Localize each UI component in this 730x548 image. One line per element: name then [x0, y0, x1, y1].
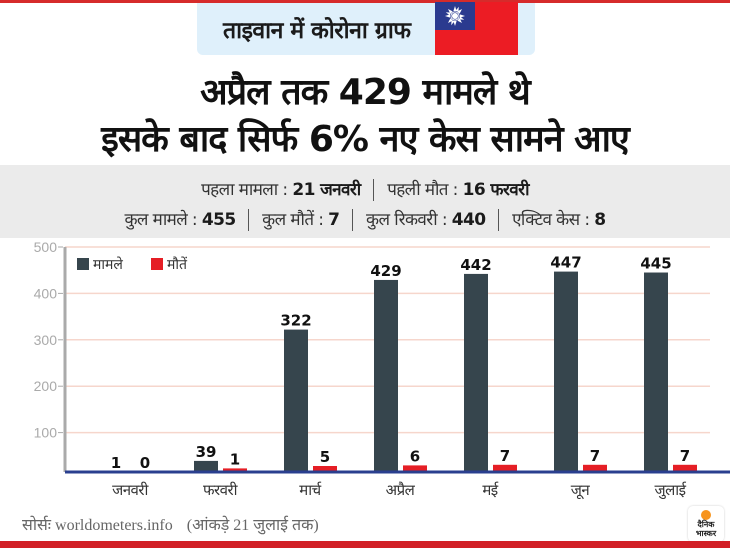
bar-deaths	[493, 464, 517, 472]
bars	[194, 271, 697, 472]
data-label-deaths: 6	[410, 447, 420, 465]
legend-swatch-deaths	[151, 258, 163, 270]
data-label-deaths: 0	[140, 454, 150, 472]
bar-deaths	[403, 465, 427, 472]
total-recovered-value: 440	[451, 210, 486, 230]
headline-line-2: इसके बाद सिर्फ 6% नए केस सामने आए	[101, 119, 630, 160]
x-tick-label: जनवरी	[112, 481, 149, 499]
data-label-cases: 447	[550, 254, 581, 272]
y-tick-label: 100	[34, 425, 58, 441]
bar-cases	[554, 271, 578, 472]
data-label-cases: 39	[196, 443, 217, 461]
total-cases-value: 455	[201, 210, 236, 230]
bar-cases	[374, 279, 398, 472]
logo-line-1: दैनिक	[697, 520, 715, 529]
y-tick-label: 300	[34, 332, 58, 348]
separator	[352, 209, 354, 231]
x-tick-label: जुलाई	[654, 481, 687, 500]
top-rule	[0, 0, 730, 3]
bar-cases	[194, 460, 218, 472]
legend-label-deaths: मौतें	[167, 256, 188, 273]
active-label: एक्टिव केस :	[512, 210, 590, 230]
data-label-cases: 429	[370, 262, 401, 280]
first-death-label: पहली मौत :	[387, 180, 458, 200]
x-tick-label: मई	[482, 481, 499, 499]
data-label-cases: 1	[111, 454, 121, 472]
footer: सोर्सः worldometers.info (आंकड़े 21 जुला…	[22, 513, 319, 535]
header-box: ताइवान में कोरोना ग्राफ	[197, 2, 535, 55]
logo-dot	[701, 510, 711, 520]
stats-band: पहला मामला : 21 जनवरी पहली मौत : 16 फरवर…	[0, 165, 730, 238]
logo-text: दैनिक भास्कर	[688, 520, 724, 538]
y-tick-label: 400	[34, 285, 58, 301]
bar-deaths	[583, 464, 607, 472]
x-tick-label: मार्च	[299, 481, 322, 499]
stats-row-first: पहला मामला : 21 जनवरी पहली मौत : 16 फरवर…	[0, 177, 730, 201]
bar-chart: 100 200 300 400 500 1 0 39 1 322 5 429 6 442 7 447 7 445…	[34, 239, 730, 500]
data-label-cases: 445	[640, 255, 671, 273]
sun-icon	[445, 6, 465, 26]
legend: मामले मौतें	[77, 256, 188, 273]
bar-deaths	[313, 466, 337, 472]
separator	[373, 179, 375, 201]
total-deaths-label: कुल मौतें :	[262, 210, 324, 230]
bar-deaths	[673, 464, 697, 472]
flag-canton	[435, 2, 475, 30]
first-case-label: पहला मामला :	[201, 180, 288, 200]
first-death-value: 16 फरवरी	[462, 180, 530, 200]
y-tick-label: 500	[34, 239, 58, 255]
source-text: सोर्सः worldometers.info	[22, 517, 173, 534]
bar-deaths	[223, 468, 247, 472]
y-axis-ticks: 100 200 300 400 500	[34, 239, 63, 441]
logo-line-2: भास्कर	[695, 529, 717, 538]
separator	[498, 209, 500, 231]
headline-line-1: अप्रैल तक 429 मामले थे	[200, 72, 531, 113]
x-axis-labels: जनवरी फरवरी मार्च अप्रैल मई जून जुलाई	[112, 481, 687, 500]
bar-cases	[644, 272, 668, 472]
legend-swatch-cases	[77, 258, 89, 270]
data-label-deaths: 5	[320, 448, 330, 466]
total-deaths-value: 7	[328, 210, 340, 230]
total-recovered-label: कुल रिकवरी :	[366, 210, 448, 230]
x-tick-label: फरवरी	[203, 481, 239, 499]
data-label-deaths: 7	[500, 447, 510, 465]
active-value: 8	[594, 210, 606, 230]
bar-cases	[464, 273, 488, 472]
data-label-cases: 442	[460, 256, 491, 274]
total-cases-label: कुल मामले :	[124, 210, 198, 230]
taiwan-flag-icon	[435, 2, 518, 55]
data-note: (आंकड़े 21 जुलाई तक)	[186, 517, 319, 534]
data-labels: 1 0 39 1 322 5 429 6 442 7 447 7 445 7	[111, 254, 690, 472]
x-tick-label: अप्रैल	[386, 481, 416, 499]
stats-row-totals: कुल मामले : 455 कुल मौतें : 7 कुल रिकवरी…	[0, 207, 730, 231]
legend-label-cases: मामले	[93, 256, 123, 273]
data-label-deaths: 1	[230, 450, 240, 468]
first-case-value: 21 जनवरी	[292, 180, 361, 200]
y-tick-label: 200	[34, 378, 58, 394]
data-label-cases: 322	[280, 312, 311, 330]
x-tick-label: जून	[571, 481, 591, 500]
bottom-rule	[0, 541, 730, 548]
dainik-bhaskar-logo-icon: दैनिक भास्कर	[688, 506, 724, 542]
separator	[248, 209, 250, 231]
data-label-deaths: 7	[590, 447, 600, 465]
data-label-deaths: 7	[680, 447, 690, 465]
header-title: ताइवान में कोरोना ग्राफ	[223, 18, 411, 44]
bar-cases	[284, 329, 308, 472]
